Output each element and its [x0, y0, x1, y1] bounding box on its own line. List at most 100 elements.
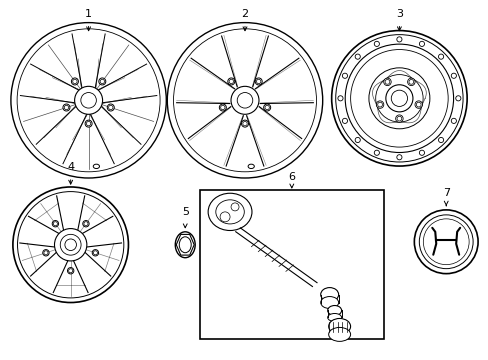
Ellipse shape [75, 86, 102, 114]
Ellipse shape [247, 164, 254, 168]
Ellipse shape [383, 78, 390, 86]
Ellipse shape [350, 50, 447, 147]
Ellipse shape [438, 138, 443, 143]
Ellipse shape [438, 54, 443, 59]
Ellipse shape [413, 210, 477, 274]
Ellipse shape [219, 104, 226, 111]
Text: 6: 6 [288, 172, 295, 182]
Ellipse shape [100, 79, 104, 84]
Ellipse shape [179, 237, 191, 253]
Ellipse shape [227, 78, 234, 85]
Ellipse shape [220, 212, 229, 222]
Ellipse shape [85, 120, 92, 127]
Ellipse shape [373, 150, 379, 155]
Ellipse shape [63, 104, 70, 111]
Ellipse shape [84, 222, 88, 226]
Ellipse shape [320, 297, 338, 309]
Ellipse shape [92, 249, 99, 256]
Text: 3: 3 [395, 9, 402, 19]
Polygon shape [176, 234, 194, 255]
Ellipse shape [390, 90, 407, 107]
Ellipse shape [18, 192, 123, 298]
Ellipse shape [373, 41, 379, 46]
Ellipse shape [354, 54, 360, 59]
Text: 2: 2 [241, 9, 248, 19]
Ellipse shape [354, 138, 360, 143]
Ellipse shape [368, 68, 429, 129]
Ellipse shape [93, 164, 99, 168]
Ellipse shape [375, 75, 422, 122]
Ellipse shape [230, 203, 239, 211]
Ellipse shape [173, 29, 316, 172]
Ellipse shape [335, 35, 462, 162]
Ellipse shape [99, 78, 105, 85]
Text: 1: 1 [85, 9, 92, 19]
Ellipse shape [255, 78, 262, 85]
Ellipse shape [342, 73, 347, 78]
Ellipse shape [384, 80, 389, 84]
Ellipse shape [68, 269, 73, 273]
Ellipse shape [396, 116, 401, 121]
Ellipse shape [108, 105, 113, 110]
Ellipse shape [237, 93, 252, 108]
Ellipse shape [86, 121, 91, 126]
Ellipse shape [407, 78, 414, 86]
Ellipse shape [450, 73, 455, 78]
Ellipse shape [53, 222, 57, 226]
Ellipse shape [64, 105, 68, 110]
Ellipse shape [408, 80, 413, 84]
Ellipse shape [13, 187, 128, 302]
Ellipse shape [414, 101, 422, 108]
Ellipse shape [230, 86, 259, 114]
Ellipse shape [243, 121, 246, 126]
Ellipse shape [419, 150, 424, 155]
Ellipse shape [93, 251, 97, 255]
Ellipse shape [377, 102, 382, 107]
Ellipse shape [455, 96, 460, 101]
Ellipse shape [82, 221, 89, 227]
Ellipse shape [11, 23, 166, 178]
Ellipse shape [264, 105, 269, 110]
Ellipse shape [42, 249, 49, 256]
Ellipse shape [71, 78, 78, 85]
Ellipse shape [65, 239, 76, 251]
Ellipse shape [450, 118, 455, 123]
Ellipse shape [208, 193, 251, 230]
Ellipse shape [241, 120, 248, 127]
Ellipse shape [52, 221, 59, 227]
Ellipse shape [220, 105, 224, 110]
Ellipse shape [167, 23, 322, 178]
Ellipse shape [328, 319, 350, 334]
Ellipse shape [81, 93, 96, 108]
Ellipse shape [328, 328, 350, 341]
Bar [200, 190, 384, 339]
Ellipse shape [17, 29, 160, 172]
Ellipse shape [327, 314, 341, 321]
Ellipse shape [60, 234, 81, 255]
Ellipse shape [175, 232, 195, 258]
Ellipse shape [107, 104, 114, 111]
Ellipse shape [327, 306, 341, 315]
Ellipse shape [337, 96, 343, 101]
Ellipse shape [342, 118, 347, 123]
Ellipse shape [320, 288, 338, 302]
Ellipse shape [256, 79, 260, 84]
Ellipse shape [419, 215, 472, 269]
Text: 4: 4 [67, 162, 74, 172]
Ellipse shape [331, 31, 466, 166]
Ellipse shape [345, 44, 453, 153]
Ellipse shape [396, 37, 401, 42]
Ellipse shape [229, 79, 233, 84]
Ellipse shape [396, 155, 401, 160]
Ellipse shape [419, 41, 424, 46]
Ellipse shape [54, 229, 87, 261]
Ellipse shape [376, 101, 383, 108]
Ellipse shape [67, 267, 74, 274]
Ellipse shape [215, 200, 244, 224]
Ellipse shape [73, 79, 77, 84]
Ellipse shape [423, 219, 468, 265]
Ellipse shape [415, 102, 420, 107]
Ellipse shape [395, 115, 402, 122]
Ellipse shape [44, 251, 48, 255]
Ellipse shape [263, 104, 270, 111]
